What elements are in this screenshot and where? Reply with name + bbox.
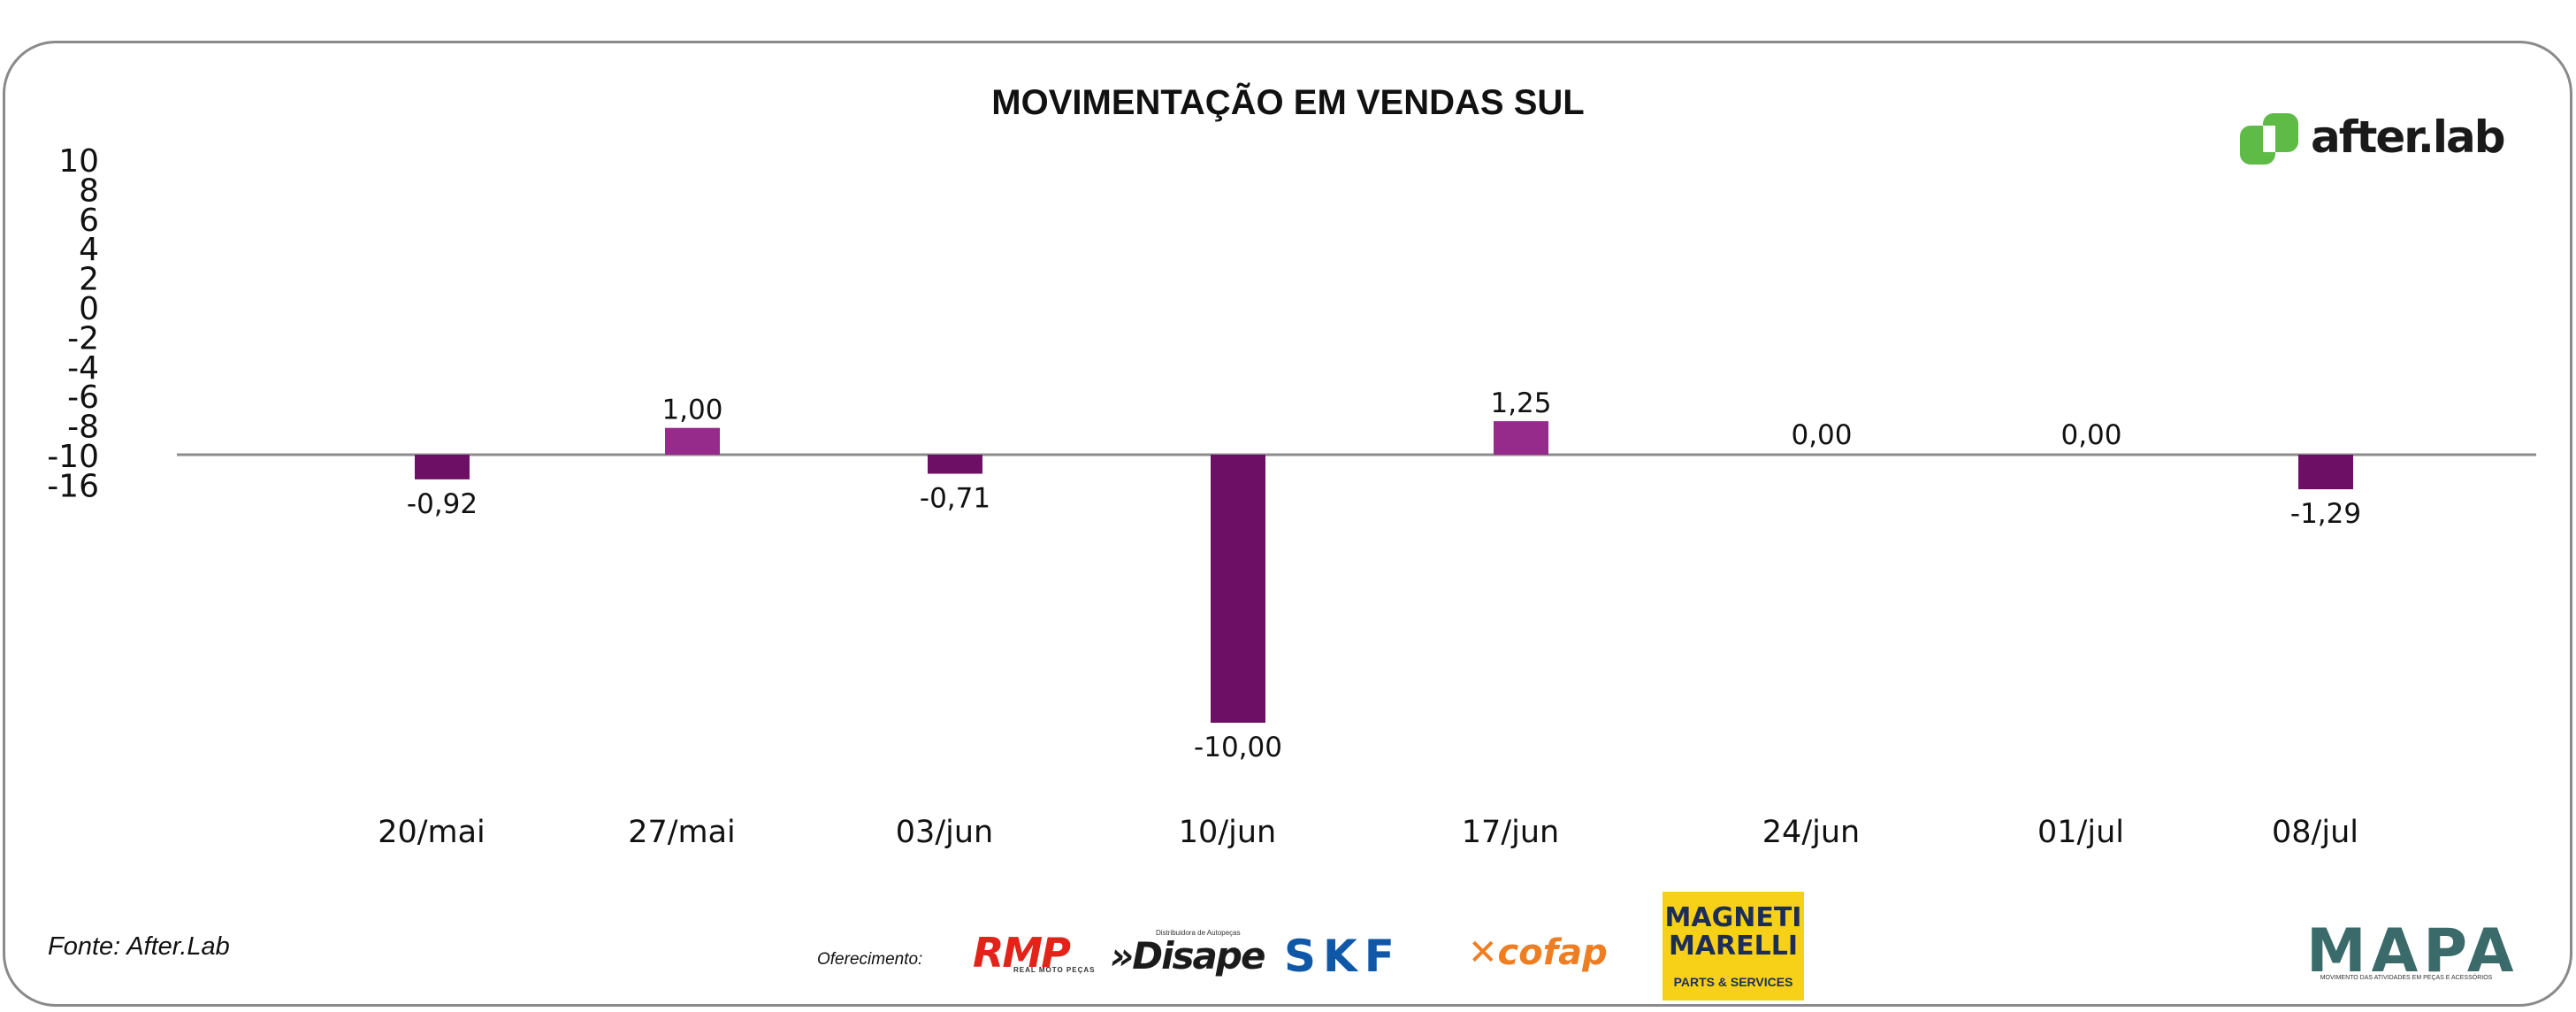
data-label: 1,25: [1490, 387, 1551, 419]
magneti-marelli-logo-tagline: PARTS & SERVICES: [1673, 975, 1793, 989]
bar: [665, 427, 720, 455]
rmp-logo-text: RMP: [973, 929, 1071, 977]
x-tick-label: 08/jul: [2272, 815, 2358, 850]
magneti-marelli-logo: MAGNETI MARELLI PARTS & SERVICES: [1663, 892, 1804, 1000]
bar: [2298, 455, 2353, 490]
source-note: Fonte: After.Lab: [48, 932, 230, 961]
data-label: -0,92: [407, 488, 478, 520]
data-label: -1,29: [2290, 498, 2361, 530]
bar: [1494, 421, 1548, 455]
magneti-marelli-logo-text: MAGNETI MARELLI: [1664, 902, 1802, 962]
skf-logo-text: SKF: [1284, 931, 1402, 982]
x-tick-label: 10/jun: [1179, 815, 1276, 850]
data-label: 0,00: [2060, 419, 2121, 451]
y-tick-label: 4: [79, 232, 99, 268]
cofap-logo: ✕cofap: [1468, 932, 1632, 978]
x-tick-label: 01/jul: [2037, 815, 2124, 850]
x-tick-label: 03/jun: [896, 815, 993, 850]
y-tick-label: -16: [47, 468, 99, 504]
bar: [928, 455, 982, 474]
data-label: -0,71: [920, 483, 990, 515]
data-labels: -0,92 1,00 -0,71 -10,00 1,25 0,00 0,00 -1,29: [407, 387, 2361, 763]
y-tick-label: 6: [79, 203, 99, 239]
bars: [415, 421, 2353, 723]
disape-logo: Distribuidora de Autopeças »Disape: [1110, 929, 1265, 978]
mapa-logo-text: MAPA: [2306, 916, 2519, 986]
data-label: 0,00: [1791, 419, 1852, 451]
y-tick-label: 0: [79, 291, 99, 327]
disape-logo-text: »Disape: [1110, 934, 1265, 978]
x-tick-label: 20/mai: [378, 815, 485, 850]
afterlab-logo-text: after.lab: [2311, 111, 2505, 163]
afterlab-logo-icon: [2240, 113, 2298, 165]
y-tick-label: -10: [47, 439, 99, 475]
data-label: -10,00: [1194, 732, 1282, 763]
disape-logo-tagline: Distribuidora de Autopeças: [1156, 929, 1241, 937]
x-tick-label: 27/mai: [628, 815, 736, 850]
y-tick-label: 10: [58, 143, 99, 180]
cofap-logo-text: ✕cofap: [1468, 932, 1608, 973]
sponsor-label: Oferecimento:: [817, 950, 923, 969]
x-tick-label: 24/jun: [1762, 815, 1860, 850]
mapa-logo-tagline: MOVIMENTO DAS ATIVIDADES EM PEÇAS E ACES…: [2320, 975, 2493, 981]
y-tick-label: -8: [67, 410, 99, 446]
y-tick-label: 2: [79, 262, 99, 298]
rmp-logo: RMP REAL MOTO PEÇAS: [973, 929, 1095, 978]
data-label: 1,00: [661, 395, 722, 426]
rmp-logo-tagline: REAL MOTO PEÇAS: [1013, 966, 1096, 974]
y-tick-label: -6: [67, 380, 99, 416]
bar: [415, 455, 470, 479]
chart-title: MOVIMENTAÇÃO EM VENDAS SUL: [991, 83, 1585, 122]
x-axis-ticks: 20/mai 27/mai 03/jun 10/jun 17/jun 24/jun 01/j…: [378, 815, 2358, 850]
x-tick-label: 17/jun: [1462, 815, 1559, 850]
y-tick-label: -4: [67, 350, 99, 387]
mapa-logo: MAPA MOVIMENTO DAS ATIVIDADES EM PEÇAS E…: [2306, 916, 2519, 987]
skf-logo: SKF: [1284, 931, 1448, 982]
bar: [1211, 455, 1265, 723]
chart-frame: [3, 41, 2572, 1007]
y-tick-label: -2: [67, 320, 99, 356]
y-tick-label: 8: [79, 172, 99, 209]
